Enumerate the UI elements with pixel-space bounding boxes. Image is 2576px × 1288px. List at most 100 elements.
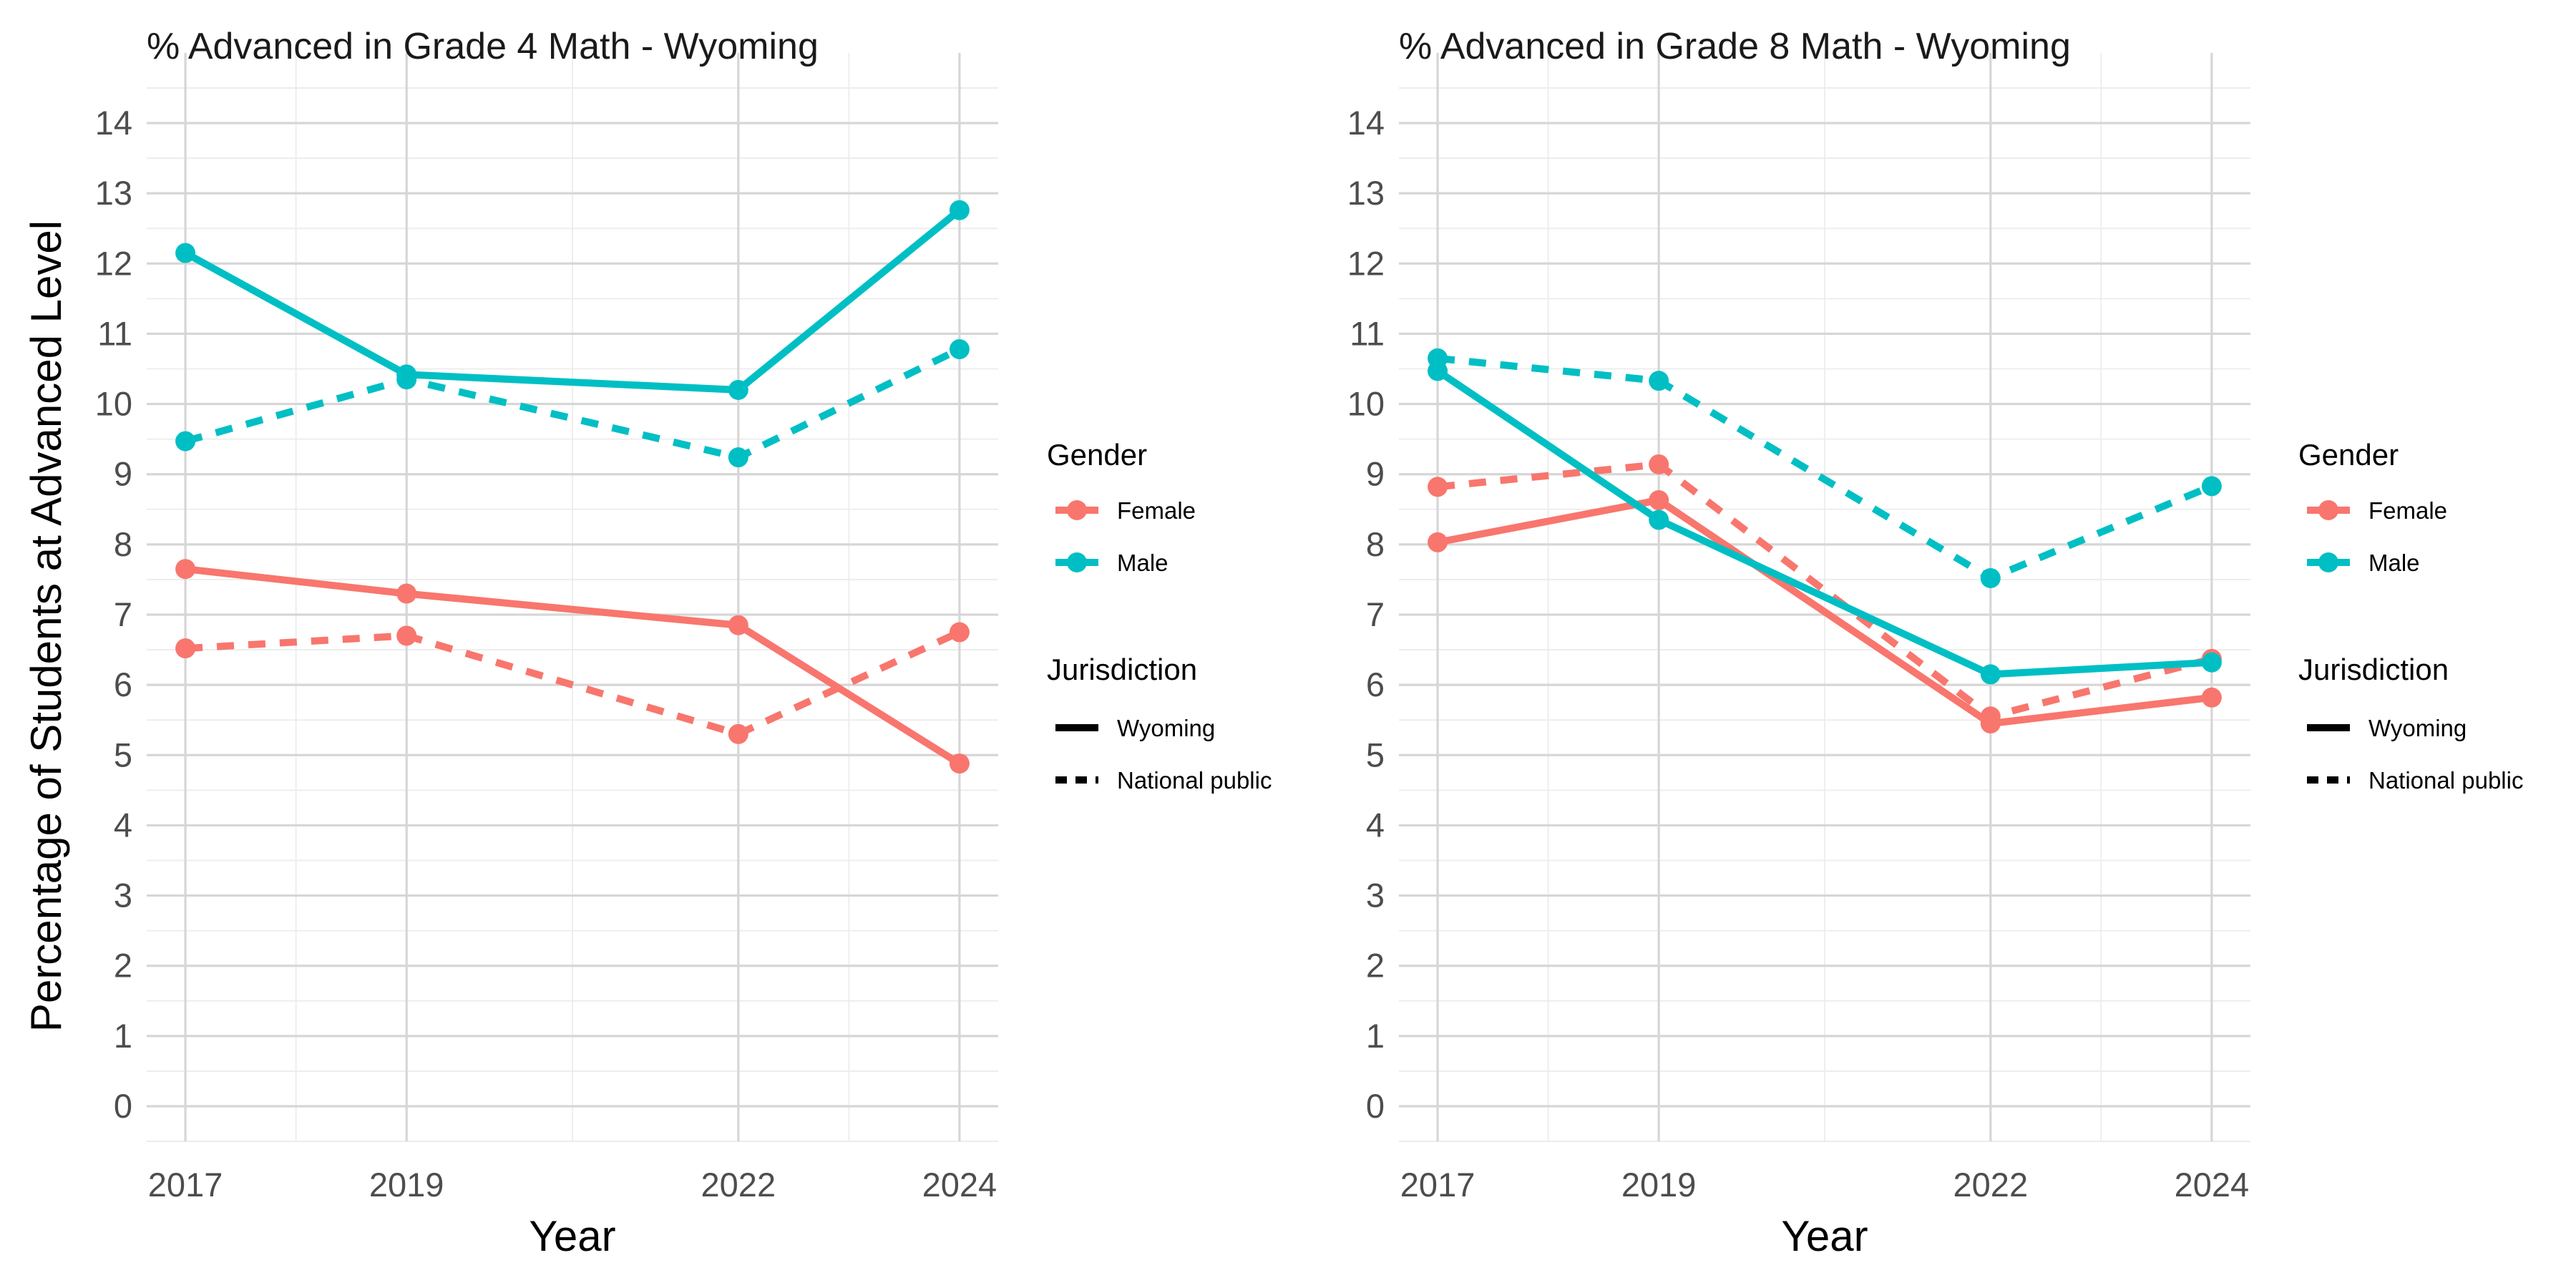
x-axis-title: Year (529, 1212, 615, 1260)
y-tick-label: 3 (1366, 877, 1385, 914)
x-tick-label: 2019 (1621, 1166, 1697, 1204)
data-point-male-2022 (728, 447, 748, 468)
series-line-female-wyoming (185, 565, 962, 767)
data-point-male-2017 (1428, 348, 1448, 369)
series-line-female-wyoming (1437, 497, 2212, 728)
series-line-male-wyoming (183, 207, 962, 394)
x-tick-label: 2019 (369, 1166, 444, 1204)
data-point-female-2022 (1980, 706, 2001, 727)
data-point-female-2019 (396, 625, 417, 646)
y-tick-label: 8 (1366, 525, 1385, 563)
data-point-male-2022 (728, 379, 748, 400)
data-point-male-2024 (2201, 652, 2222, 673)
x-tick-label: 2024 (2175, 1166, 2250, 1204)
y-tick-label: 10 (95, 385, 132, 423)
chart-title: % Advanced in Grade 4 Math - Wyoming (147, 26, 819, 67)
y-tick-label: 14 (95, 104, 132, 142)
y-tick-label: 6 (114, 665, 132, 703)
legend-title-jurisdiction: Jurisdiction (2298, 653, 2449, 686)
legend-label-female: Female (1117, 497, 1196, 524)
data-point-male-2022 (1980, 567, 2001, 588)
y-tick-label: 9 (1366, 455, 1385, 493)
data-point-male-2019 (1649, 371, 1669, 391)
x-tick-label: 2017 (148, 1166, 223, 1204)
series-line-female-national-public (185, 628, 961, 738)
x-tick-label: 2017 (1400, 1166, 1475, 1204)
data-point-female-2017 (175, 638, 196, 659)
y-axis-title: Percentage of Students at Advanced Level (22, 220, 70, 1032)
series-line-male-wyoming (1435, 368, 2212, 678)
y-tick-label: 10 (1347, 385, 1385, 423)
y-tick-label: 0 (1366, 1087, 1385, 1125)
y-tick-label: 12 (1347, 244, 1385, 282)
data-point-female-2019 (1649, 490, 1669, 511)
chart-title: % Advanced in Grade 8 Math - Wyoming (1399, 26, 2071, 67)
y-tick-label: 13 (95, 174, 132, 212)
legend-label-male: Male (1117, 550, 1169, 576)
data-point-male-2024 (2201, 476, 2222, 497)
y-tick-label: 3 (114, 877, 132, 914)
legend-label-jurisdiction-0: Wyoming (2368, 715, 2467, 741)
y-tick-label: 12 (95, 244, 132, 282)
y-tick-label: 11 (97, 314, 132, 352)
data-point-male-2019 (1649, 509, 1669, 530)
data-point-female-2019 (396, 583, 417, 604)
data-point-male-2017 (175, 243, 196, 263)
y-tick-label: 13 (1347, 174, 1385, 212)
y-tick-label: 2 (114, 947, 132, 985)
data-point-female-2024 (949, 753, 970, 774)
data-point-male-2019 (396, 369, 417, 390)
y-tick-label: 0 (114, 1087, 132, 1125)
y-tick-label: 8 (114, 525, 132, 563)
legend-title-gender: Gender (1047, 438, 1147, 472)
y-tick-label: 11 (1350, 314, 1385, 352)
y-tick-label: 14 (1347, 104, 1385, 142)
data-point-male-2017 (175, 431, 196, 452)
series-line-male-national-public (184, 346, 962, 462)
legend: Gender Female Male Jurisdiction Wyoming Natio… (1047, 438, 1272, 794)
data-point-male-2022 (1980, 664, 2001, 685)
legend-title-jurisdiction: Jurisdiction (1047, 653, 1197, 686)
y-tick-label: 2 (1366, 947, 1385, 985)
data-point-female-2022 (728, 723, 748, 744)
legend-title-gender: Gender (2298, 438, 2399, 472)
legend-label-male: Male (2368, 550, 2420, 576)
x-tick-label: 2024 (922, 1166, 997, 1204)
y-tick-label: 9 (114, 455, 132, 493)
legend: Gender Female Male Jurisdiction Wyoming Natio… (2298, 438, 2523, 794)
y-tick-label: 4 (114, 806, 132, 844)
legend-label-jurisdiction-0: Wyoming (1117, 715, 1215, 741)
legend-label-female: Female (2368, 497, 2447, 524)
y-tick-label: 4 (1366, 806, 1385, 844)
y-tick-label: 7 (114, 595, 132, 633)
y-tick-label: 5 (1366, 736, 1385, 774)
data-point-male-2024 (949, 339, 970, 360)
series-line-male-national-public (1437, 354, 2213, 582)
data-point-female-2024 (2201, 687, 2222, 708)
data-point-female-2017 (175, 559, 196, 580)
y-tick-label: 1 (1366, 1017, 1385, 1055)
y-tick-label: 6 (1366, 665, 1385, 703)
legend-key-point-female (1067, 500, 1087, 520)
y-tick-label: 5 (114, 736, 132, 774)
y-tick-label: 1 (114, 1017, 132, 1055)
data-point-female-2022 (728, 615, 748, 635)
legend-key-point-male (1067, 552, 1087, 572)
legend-key-point-male (2318, 552, 2338, 572)
data-point-female-2019 (1649, 454, 1669, 474)
legend-key-point-female (2318, 500, 2338, 520)
data-point-female-2024 (949, 622, 970, 643)
data-point-male-2024 (949, 200, 970, 220)
legend-label-jurisdiction-1: National public (1117, 767, 1272, 794)
x-tick-label: 2022 (1953, 1166, 2029, 1204)
legend-label-jurisdiction-1: National public (2368, 767, 2523, 794)
series-line-female-national-public (1437, 461, 2213, 721)
x-tick-label: 2022 (701, 1166, 776, 1204)
data-point-female-2017 (1428, 532, 1448, 552)
data-point-female-2017 (1428, 477, 1448, 497)
y-tick-label: 7 (1366, 595, 1385, 633)
x-axis-title: Year (1781, 1212, 1868, 1260)
